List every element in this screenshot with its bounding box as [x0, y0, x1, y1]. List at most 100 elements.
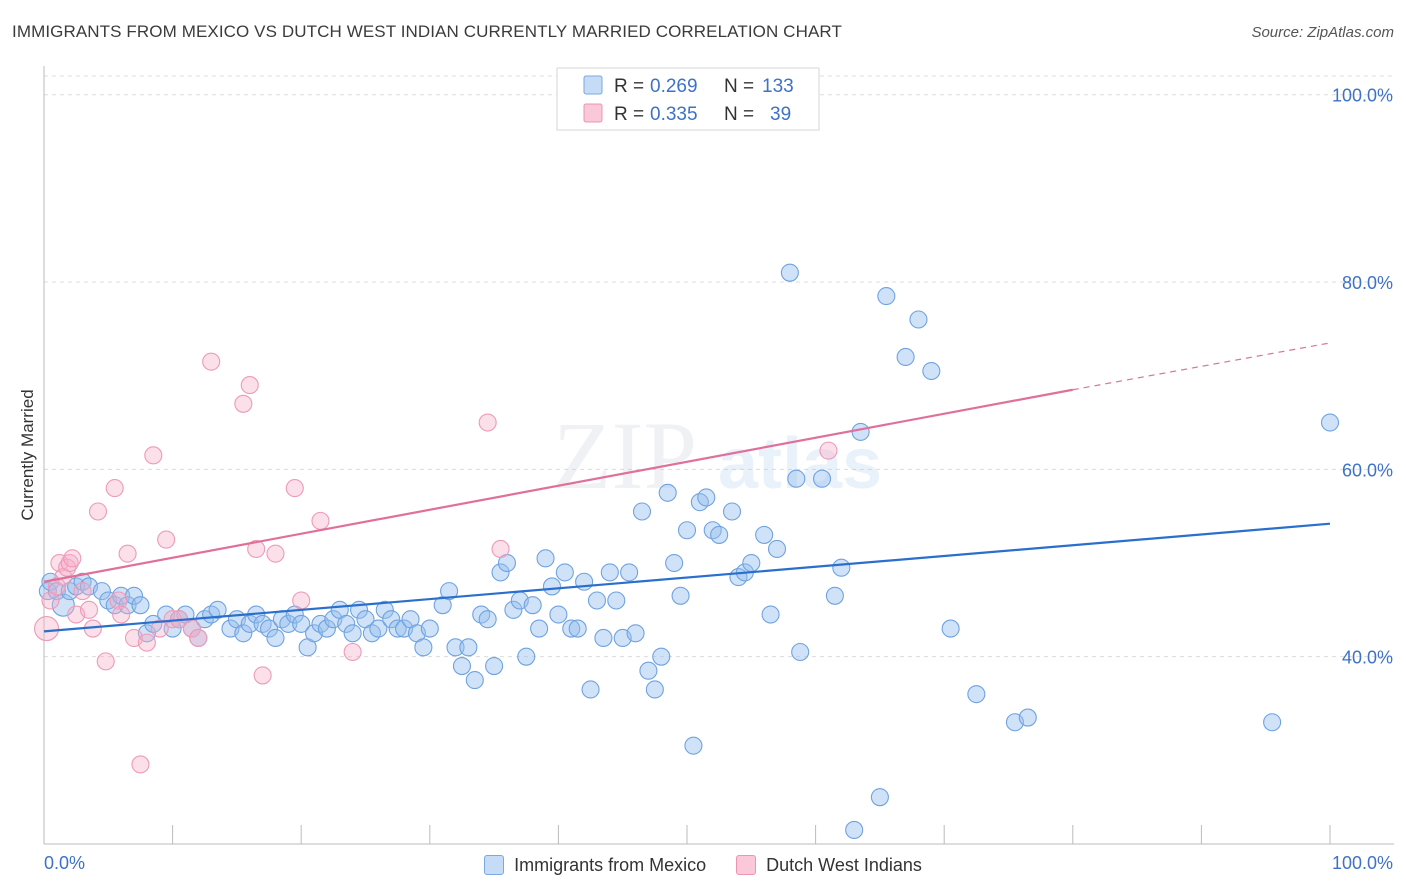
point-mexico [581, 680, 600, 699]
point-dutch-west-indians [109, 591, 128, 610]
point-mexico [253, 614, 272, 633]
point-dutch-west-indians [157, 530, 176, 549]
point-mexico [343, 624, 362, 643]
point-mexico [639, 661, 658, 680]
point-dutch-west-indians [491, 539, 510, 559]
stats-n-value-blue: 133 [762, 76, 794, 97]
point-dutch-west-indians [819, 441, 838, 460]
point-mexico [73, 572, 92, 591]
point-dutch-west-indians [88, 502, 108, 521]
point-mexico [787, 469, 806, 488]
point-mexico [337, 614, 356, 633]
x-tick-label-min: 0.0% [44, 853, 85, 873]
point-mexico [922, 361, 941, 381]
point-mexico [671, 586, 690, 605]
point-dutch-west-indians [112, 605, 131, 624]
point-mexico [665, 553, 684, 573]
point-mexico [362, 624, 381, 643]
point-dutch-west-indians [253, 666, 272, 685]
point-mexico [1320, 413, 1340, 432]
point-mexico [504, 600, 523, 619]
stats-swatch-pink [583, 103, 603, 123]
point-mexico [452, 656, 472, 676]
point-dutch-west-indians [343, 642, 362, 662]
point-mexico [446, 638, 465, 657]
point-mexico [877, 287, 896, 306]
point-mexico [465, 671, 484, 690]
point-mexico [292, 614, 311, 633]
point-dutch-west-indians [79, 600, 99, 619]
point-mexico [845, 820, 864, 840]
point-mexico [690, 493, 709, 512]
tick-labels: 40.0% 60.0% 80.0% 100.0% 0.0% 100.0% [44, 86, 1393, 873]
point-dutch-west-indians [478, 413, 497, 432]
point-mexico [478, 610, 497, 629]
point-mexico [703, 521, 722, 540]
stats-swatch-blue [583, 75, 603, 95]
point-mexico [684, 736, 703, 755]
y-tick-label: 100.0% [1332, 86, 1393, 106]
point-mexico [517, 647, 536, 666]
point-dutch-west-indians [137, 633, 156, 652]
point-mexico [530, 619, 549, 638]
stats-r-value-pink: 0.335 [650, 104, 698, 125]
point-mexico [620, 563, 639, 582]
point-mexico [459, 638, 478, 657]
point-mexico [941, 619, 960, 638]
point-mexico [742, 553, 761, 573]
point-dutch-west-indians [240, 376, 259, 395]
point-mexico [587, 591, 607, 610]
point-mexico [825, 586, 844, 605]
x-tick-label-max: 100.0% [1332, 853, 1393, 873]
point-mexico [388, 619, 407, 638]
point-dutch-west-indians [73, 582, 92, 601]
point-dutch-west-indians [58, 558, 77, 577]
stats-r-label-blue: R = [614, 76, 644, 97]
source-label: Source: ZipAtlas.com [1251, 24, 1394, 41]
point-mexico [909, 310, 928, 329]
point-mexico [67, 577, 86, 596]
legend-item-mexico[interactable]: Immigrants from Mexico [484, 852, 706, 878]
point-dutch-west-indians [150, 619, 169, 638]
legend-label-mexico: Immigrants from Mexico [514, 854, 707, 875]
point-mexico [1263, 713, 1282, 732]
point-mexico [600, 563, 619, 582]
point-mexico [645, 680, 664, 699]
point-mexico [967, 685, 986, 704]
point-mexico [240, 614, 259, 633]
point-mexico [382, 610, 401, 629]
legend-swatch-dutch-west-indians [736, 855, 757, 875]
point-mexico [555, 563, 574, 582]
point-mexico [626, 624, 645, 643]
point-mexico [485, 656, 504, 676]
point-dutch-west-indians [34, 616, 60, 642]
point-mexico [562, 619, 581, 638]
stats-n-label-pink: N = [724, 104, 754, 125]
legend-swatch-mexico [484, 855, 505, 875]
legend-label-dutch-west-indians: Dutch West Indians [766, 854, 922, 875]
point-mexico [118, 596, 137, 615]
point-dutch-west-indians [234, 394, 253, 413]
point-mexico [491, 563, 510, 582]
point-mexico [652, 647, 671, 666]
point-mexico [767, 539, 787, 559]
point-mexico [761, 605, 780, 624]
point-dutch-west-indians [311, 511, 330, 530]
point-mexico [112, 586, 131, 605]
point-dutch-west-indians [285, 479, 304, 498]
point-dutch-west-indians [47, 577, 66, 596]
legend-item-dutch-west-indians[interactable]: Dutch West Indians [736, 852, 922, 878]
y-tick-label: 40.0% [1342, 648, 1393, 668]
point-mexico [131, 596, 150, 615]
point-dutch-west-indians [189, 628, 208, 648]
point-mexico [568, 619, 587, 638]
point-mexico [549, 605, 568, 624]
point-mexico [791, 642, 810, 662]
chart-title: IMMIGRANTS FROM MEXICO VS DUTCH WEST IND… [12, 22, 842, 41]
point-mexico [472, 605, 491, 624]
stats-n-value-pink: 39 [770, 104, 791, 125]
point-mexico [369, 619, 388, 638]
point-mexico [722, 502, 742, 521]
trend-line-mexico [43, 522, 1331, 633]
